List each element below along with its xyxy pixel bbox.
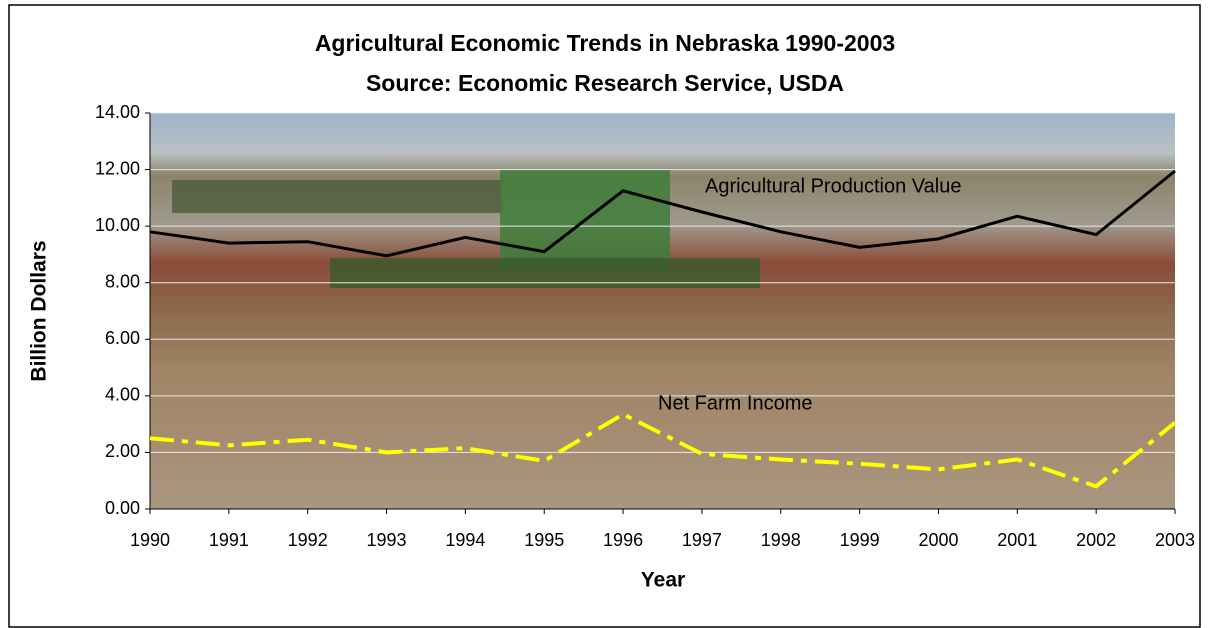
series-line bbox=[149, 169, 1176, 258]
y-axis-title: Billion Dollars bbox=[28, 240, 51, 381]
x-tick-label: 1991 bbox=[209, 530, 249, 550]
x-axis-title: Year bbox=[641, 569, 685, 592]
y-tick-label: 6.00 bbox=[105, 328, 140, 348]
x-tick-label: 1997 bbox=[682, 530, 722, 550]
x-tick-label: 1994 bbox=[445, 530, 485, 550]
y-tick-label: 12.00 bbox=[95, 158, 140, 178]
x-tick-label: 1996 bbox=[603, 530, 643, 550]
x-tick-label: 1998 bbox=[761, 530, 801, 550]
x-tick-label: 2001 bbox=[997, 530, 1037, 550]
y-tick-label: 8.00 bbox=[105, 271, 140, 291]
y-tick-label: 2.00 bbox=[105, 441, 140, 461]
y-tick-label: 4.00 bbox=[105, 385, 140, 405]
x-tick-label: 1992 bbox=[288, 530, 328, 550]
series-label: Agricultural Production Value bbox=[705, 175, 961, 197]
background-detail bbox=[330, 258, 760, 288]
y-tick-label: 0.00 bbox=[105, 498, 140, 518]
chart-subtitle: Source: Economic Research Service, USDA bbox=[366, 70, 844, 96]
x-tick-label: 2000 bbox=[918, 530, 958, 550]
x-tick-label: 1995 bbox=[524, 530, 564, 550]
x-tick-label: 1993 bbox=[367, 530, 407, 550]
x-tick-label: 2003 bbox=[1155, 530, 1195, 550]
plot: 0.00 2.00 4.00 6.00 8.00 10.00 12.00 14.00 1990 1… bbox=[95, 102, 1195, 550]
chart-title: Agricultural Economic Trends in Nebraska… bbox=[315, 30, 895, 56]
x-tick-label: 1999 bbox=[840, 530, 880, 550]
y-tick-label: 14.00 bbox=[95, 102, 140, 122]
series-label: Net Farm Income bbox=[658, 392, 812, 414]
x-tick-label: 1990 bbox=[130, 530, 170, 550]
x-tick-label: 2002 bbox=[1076, 530, 1116, 550]
series-line bbox=[149, 411, 1177, 489]
background-detail bbox=[172, 180, 502, 213]
y-tick-label: 10.00 bbox=[95, 215, 140, 235]
